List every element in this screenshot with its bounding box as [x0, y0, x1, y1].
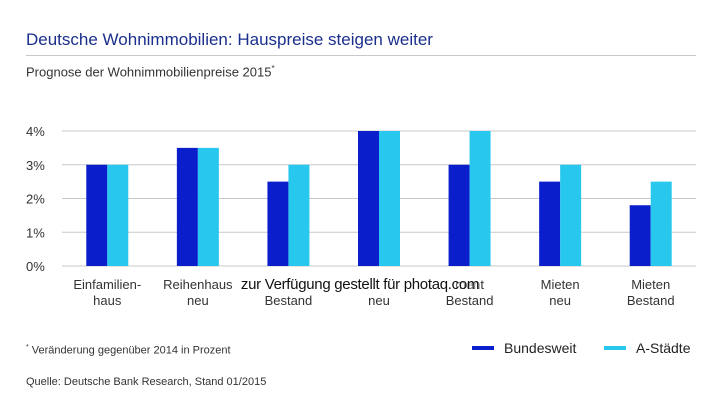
bar-a-staedte — [469, 131, 491, 266]
legend-swatch-bundesweit — [472, 346, 494, 350]
x-category-label: neu — [368, 293, 390, 308]
bar-a-staedte — [107, 164, 129, 266]
x-category-label: Bestand — [265, 293, 313, 308]
y-tick-label: 3% — [26, 158, 45, 173]
x-category-label: neu — [187, 293, 209, 308]
bar-chart: 0%1%2%3%4% Einfamilien-hausReihenhausneu… — [26, 124, 696, 308]
x-category-label: Reihenhaus — [163, 277, 233, 292]
footnote: * Veränderung gegenüber 2014 in Prozent — [26, 344, 231, 357]
subtitle-text: Prognose der Wohnimmobilienpreise 2015 — [26, 64, 272, 80]
watermark: zur Verfügung gestellt für photaq.com — [240, 276, 480, 293]
x-category-label: haus — [93, 293, 122, 308]
bar-bundesweit — [448, 164, 470, 266]
legend-bundesweit: Bundesweit — [472, 340, 576, 356]
x-category-label: Mieten — [631, 277, 670, 292]
legend-a-staedte: A-Städte — [604, 340, 690, 356]
source-note: Quelle: Deutsche Bank Research, Stand 01… — [26, 376, 267, 388]
bar-a-staedte — [197, 147, 219, 266]
subtitle-marker: * — [271, 64, 275, 73]
bar-bundesweit — [629, 205, 651, 266]
chart-title: Deutsche Wohnimmobilien: Hauspreise stei… — [26, 30, 433, 49]
y-tick-label: 2% — [26, 192, 45, 207]
chart-subtitle: Prognose der Wohnimmobilienpreise 2015* — [26, 64, 275, 79]
x-category-label: Bestand — [627, 293, 675, 308]
legend-label-bundesweit: Bundesweit — [504, 340, 577, 356]
bar-bundesweit — [267, 181, 289, 266]
title-rule — [26, 55, 696, 56]
y-tick-label: 1% — [26, 225, 45, 240]
x-category-label: ment — [455, 277, 484, 292]
x-category-label: Bestand — [446, 293, 494, 308]
y-tick-label: 4% — [26, 124, 45, 139]
y-axis-ticks: 0% 1% 2% 3% 4% — [26, 124, 45, 274]
legend-label-a-staedte: A-Städte — [636, 340, 691, 356]
bar-bundesweit — [176, 147, 198, 266]
bar-bundesweit — [539, 181, 561, 266]
y-tick-label: 0% — [26, 259, 45, 274]
bar-a-staedte — [379, 131, 400, 266]
x-category-label: Mieten — [541, 277, 580, 292]
x-category-label: neu — [549, 293, 571, 308]
chart-bars — [86, 131, 672, 266]
legend-swatch-a-staedte — [604, 346, 626, 350]
bar-a-staedte — [288, 164, 310, 266]
x-category-label: Einfamilien- — [73, 277, 141, 292]
footnote-marker: * — [26, 344, 29, 351]
bar-a-staedte — [650, 181, 672, 266]
bar-bundesweit — [358, 131, 379, 266]
bar-a-staedte — [560, 164, 582, 266]
footnote-text: Veränderung gegenüber 2014 in Prozent — [31, 344, 231, 357]
bar-bundesweit — [86, 164, 108, 266]
